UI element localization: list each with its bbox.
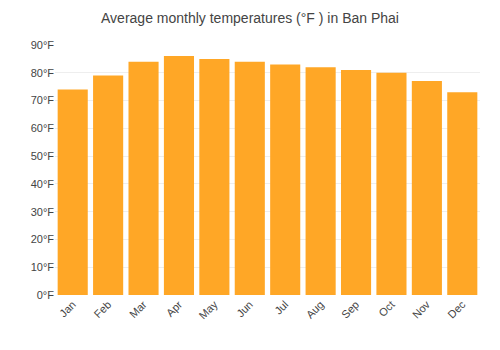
svg-text:90°F: 90°F	[31, 39, 55, 51]
svg-text:Sep: Sep	[339, 298, 361, 320]
svg-text:80°F: 80°F	[31, 67, 55, 79]
svg-text:Apr: Apr	[164, 298, 185, 319]
svg-text:Dec: Dec	[445, 298, 468, 321]
svg-text:10°F: 10°F	[31, 261, 55, 273]
svg-text:30°F: 30°F	[31, 206, 55, 218]
svg-text:50°F: 50°F	[31, 150, 55, 162]
svg-text:20°F: 20°F	[31, 233, 55, 245]
svg-text:Jul: Jul	[272, 298, 290, 316]
svg-text:Nov: Nov	[410, 298, 433, 321]
svg-text:Mar: Mar	[127, 298, 149, 320]
svg-text:60°F: 60°F	[31, 122, 55, 134]
svg-text:Jun: Jun	[234, 298, 255, 319]
svg-text:Feb: Feb	[92, 298, 114, 320]
svg-text:Oct: Oct	[376, 298, 397, 319]
svg-text:Average monthly temperatures (: Average monthly temperatures (°F ) in Ba…	[101, 10, 399, 26]
svg-text:May: May	[197, 298, 221, 322]
svg-text:Jan: Jan	[57, 298, 78, 319]
svg-text:70°F: 70°F	[31, 94, 55, 106]
svg-text:Aug: Aug	[304, 298, 326, 320]
svg-text:0°F: 0°F	[37, 289, 55, 301]
svg-text:40°F: 40°F	[31, 178, 55, 190]
